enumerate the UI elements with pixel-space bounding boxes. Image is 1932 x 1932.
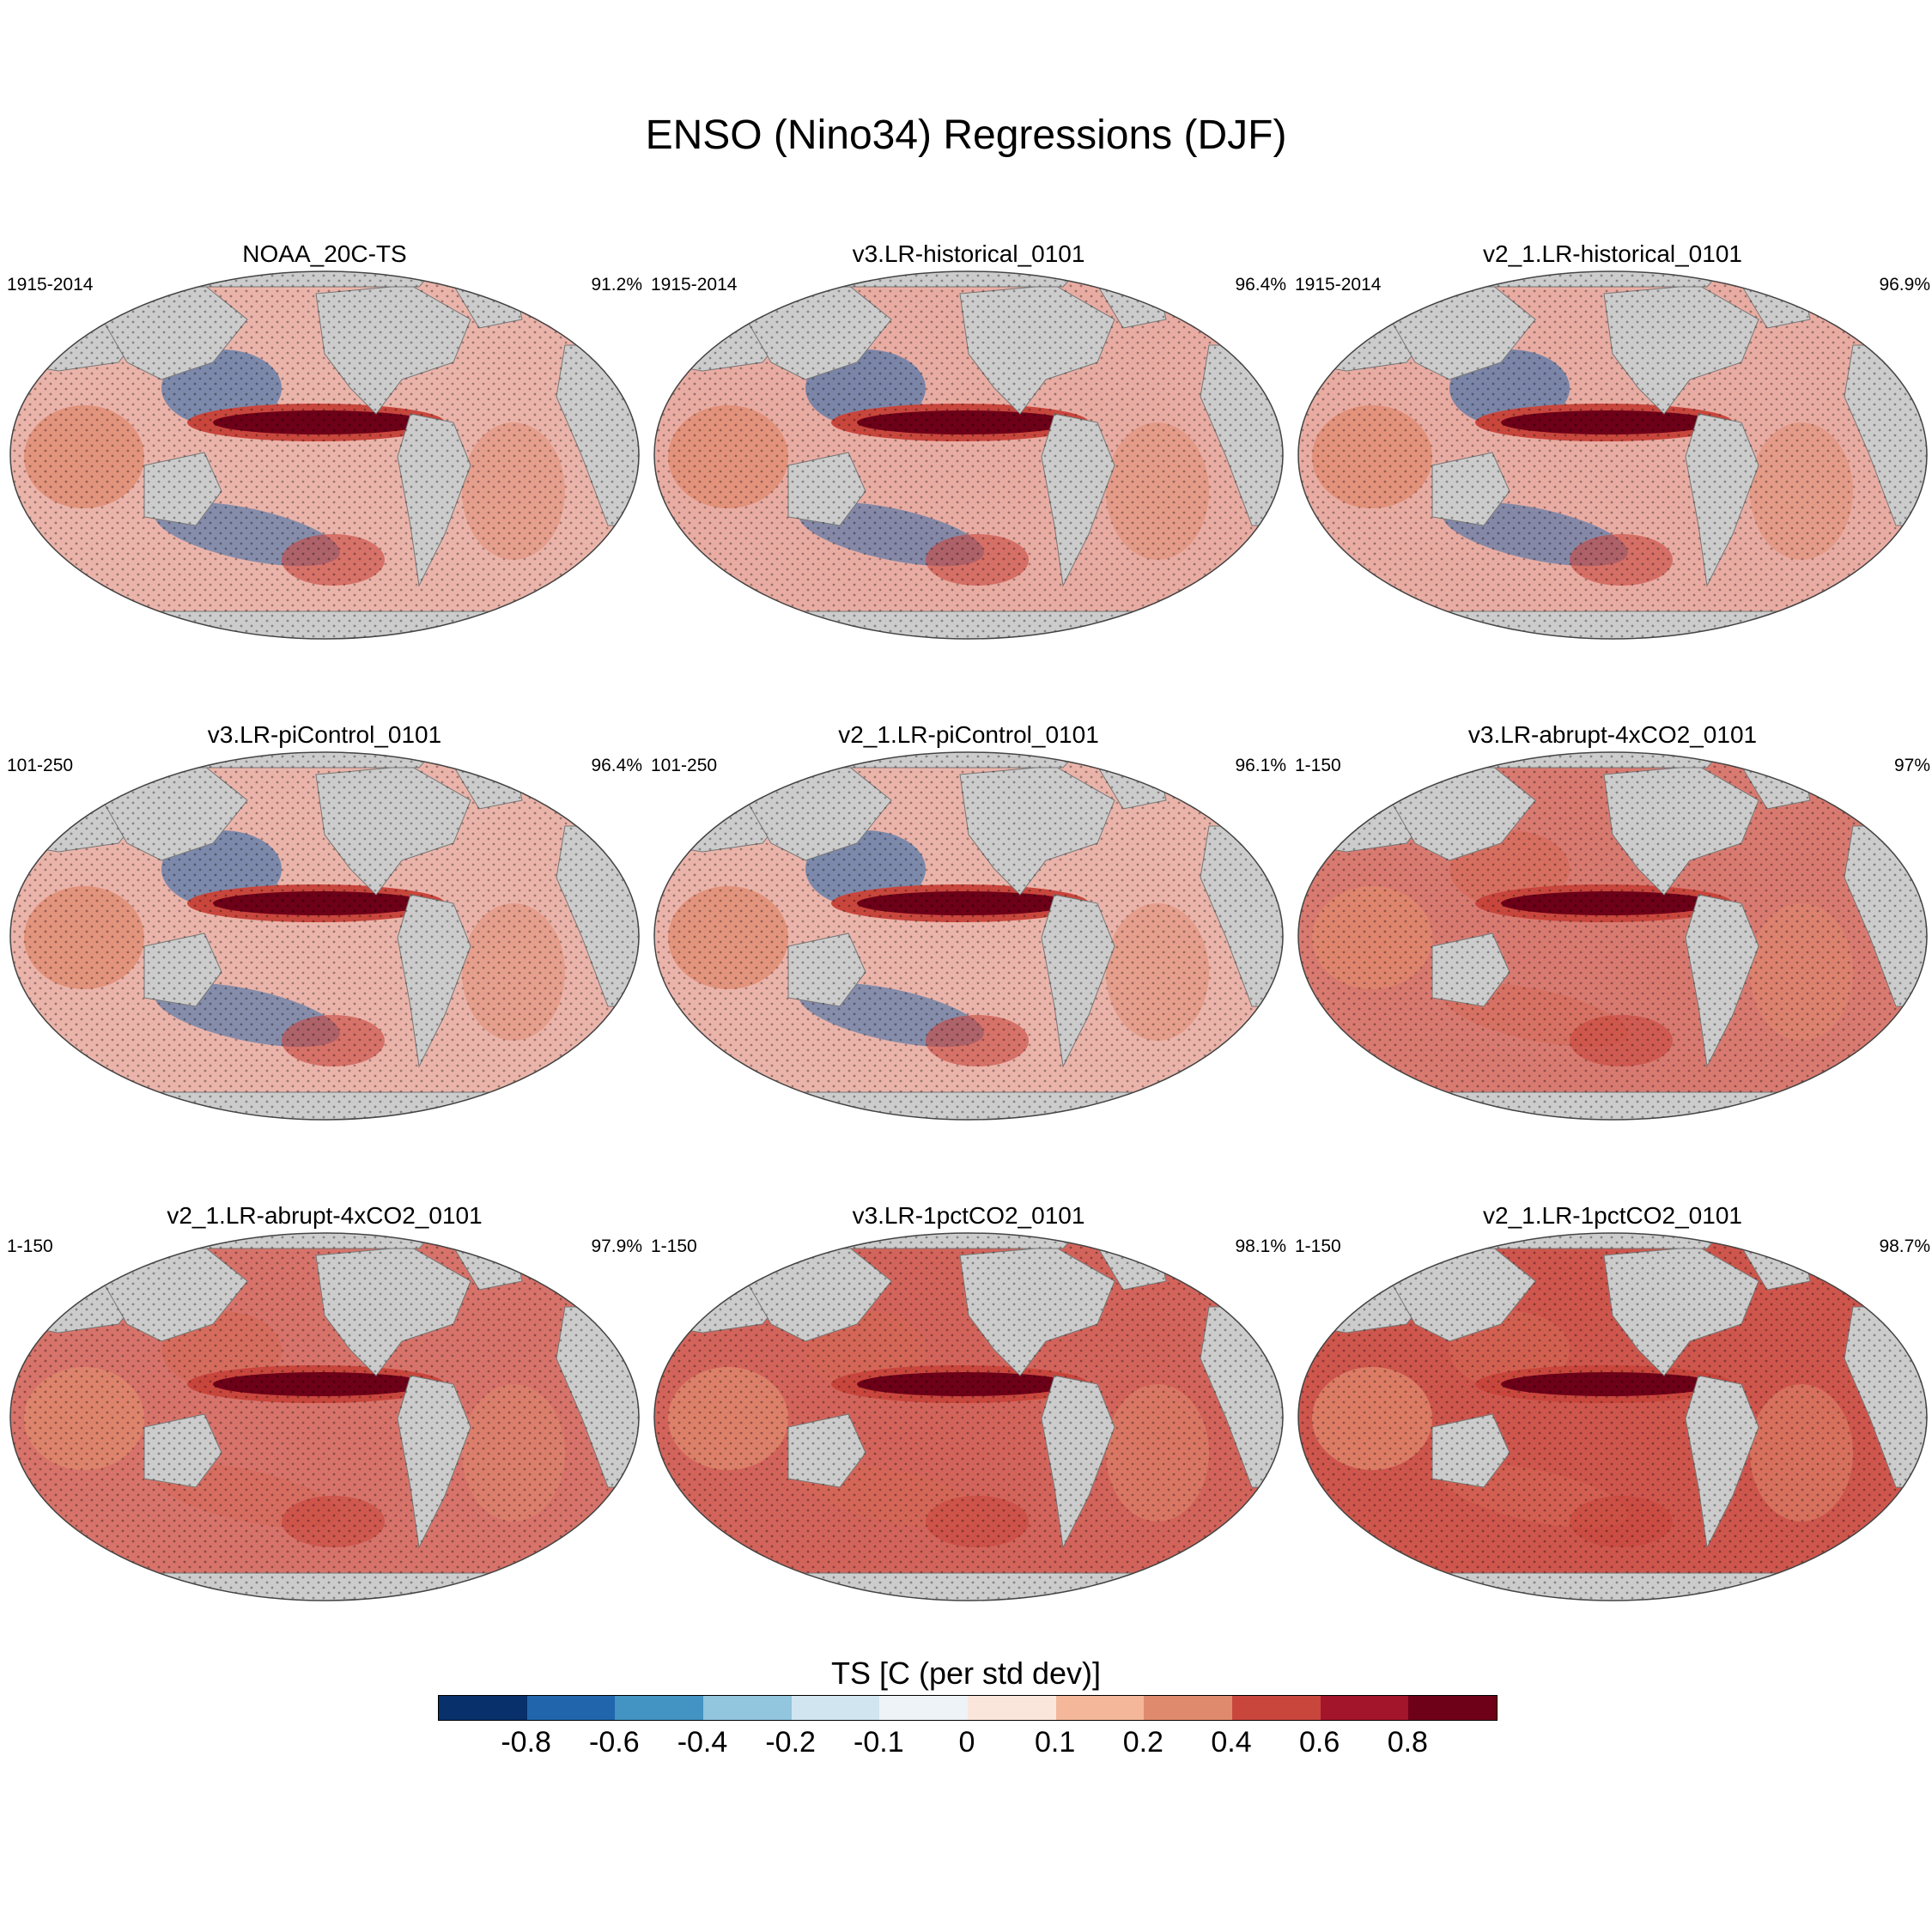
panel-title: v3.LR-piControl_0101 — [207, 721, 442, 748]
panel-percentage: 96.4% — [591, 756, 642, 775]
colorbar-box — [615, 1696, 704, 1720]
map-panel: v3.LR-1pctCO2_0101 1-150 98.1% — [651, 1202, 1286, 1606]
panel-period: 1-150 — [651, 1236, 697, 1256]
map-panel: v2_1.LR-piControl_0101 101-250 96.1% — [651, 721, 1286, 1125]
panel-period: 1-150 — [1295, 756, 1341, 775]
world-map — [653, 270, 1284, 640]
world-map — [653, 751, 1284, 1121]
significance-stipple — [654, 1233, 1283, 1601]
world-map — [9, 751, 640, 1121]
panel-percentage: 98.7% — [1879, 1236, 1930, 1256]
panel-percentage: 96.4% — [1235, 275, 1286, 295]
significance-stipple — [1298, 271, 1927, 639]
colorbar-box — [439, 1696, 527, 1720]
map-outline — [653, 1232, 1284, 1601]
significance-stipple — [10, 271, 639, 639]
colorbar-box — [526, 1696, 616, 1720]
map-outline — [1297, 1232, 1928, 1601]
panel-title: v3.LR-1pctCO2_0101 — [852, 1202, 1085, 1229]
panel-percentage: 96.1% — [1235, 756, 1286, 775]
panel-period: 101-250 — [651, 756, 718, 775]
panel-period: 1-150 — [1295, 1236, 1341, 1256]
colorbar-box — [1232, 1696, 1321, 1720]
panel-period: 1-150 — [7, 1236, 53, 1256]
map-outline — [1297, 751, 1928, 1121]
colorbar-box — [879, 1696, 969, 1720]
map-panel: v2_1.LR-historical_0101 1915-2014 96.9% — [1295, 240, 1930, 644]
map-outline — [653, 751, 1284, 1121]
colorbar-label: 0 — [958, 1726, 975, 1759]
world-map — [9, 270, 640, 640]
colorbar-label: 0.4 — [1211, 1726, 1252, 1759]
colorbar-box — [1408, 1696, 1498, 1720]
colorbar-label: 0.8 — [1387, 1726, 1428, 1759]
panel-title: v2_1.LR-piControl_0101 — [838, 721, 1099, 748]
significance-stipple — [1298, 752, 1927, 1120]
significance-stipple — [10, 1233, 639, 1601]
significance-stipple — [10, 752, 639, 1120]
colorbar-box — [1144, 1696, 1233, 1720]
colorbar-label: -0.4 — [677, 1726, 728, 1759]
colorbar-label: -0.2 — [765, 1726, 816, 1759]
map-outline — [9, 270, 640, 640]
figure-title: ENSO (Nino34) Regressions (DJF) — [645, 112, 1287, 158]
panel-percentage: 91.2% — [591, 275, 642, 295]
world-map — [9, 1232, 640, 1601]
colorbar-title: TS [C (per std dev)] — [830, 1656, 1102, 1691]
map-panel: v3.LR-piControl_0101 101-250 96.4% — [7, 721, 642, 1125]
panel-title: NOAA_20C-TS — [242, 240, 407, 267]
panel-period: 101-250 — [7, 756, 74, 775]
world-map — [1297, 751, 1928, 1121]
colorbar-box — [791, 1696, 880, 1720]
panel-title: v2_1.LR-historical_0101 — [1483, 240, 1742, 267]
world-map — [653, 1232, 1284, 1601]
map-panel: v2_1.LR-abrupt-4xCO2_0101 1-150 97.9% — [7, 1202, 642, 1606]
colorbar-label: -0.8 — [501, 1726, 551, 1759]
panel-percentage: 97% — [1893, 756, 1930, 775]
colorbar-box — [1055, 1696, 1145, 1720]
colorbar-box — [1320, 1696, 1409, 1720]
colorbar-label: -0.1 — [854, 1726, 904, 1759]
colorbar-box — [703, 1696, 792, 1720]
panel-title: v3.LR-abrupt-4xCO2_0101 — [1467, 721, 1758, 748]
panel-percentage: 96.9% — [1879, 275, 1930, 295]
map-panel: NOAA_20C-TS 1915-2014 91.2% — [7, 240, 642, 644]
panel-percentage: 98.1% — [1235, 1236, 1286, 1256]
panel-period: 1915-2014 — [651, 275, 738, 295]
significance-stipple — [1298, 1233, 1927, 1601]
colorbar — [438, 1695, 1498, 1721]
significance-stipple — [654, 752, 1283, 1120]
map-outline — [9, 751, 640, 1121]
panel-title: v2_1.LR-abrupt-4xCO2_0101 — [167, 1202, 483, 1229]
map-panel: v3.LR-historical_0101 1915-2014 96.4% — [651, 240, 1286, 644]
panel-period: 1915-2014 — [7, 275, 94, 295]
map-panel: v3.LR-abrupt-4xCO2_0101 1-150 97% — [1295, 721, 1930, 1125]
panel-percentage: 97.9% — [591, 1236, 642, 1256]
colorbar-label: 0.6 — [1299, 1726, 1340, 1759]
significance-stipple — [654, 271, 1283, 639]
map-outline — [9, 1232, 640, 1601]
panel-title: v2_1.LR-1pctCO2_0101 — [1483, 1202, 1742, 1229]
panel-period: 1915-2014 — [1295, 275, 1382, 295]
world-map — [1297, 270, 1928, 640]
map-panel: v2_1.LR-1pctCO2_0101 1-150 98.7% — [1295, 1202, 1930, 1606]
map-outline — [653, 270, 1284, 640]
colorbar-box — [968, 1696, 1056, 1720]
colorbar-label: 0.2 — [1122, 1726, 1163, 1759]
map-outline — [1297, 270, 1928, 640]
colorbar-label: -0.6 — [589, 1726, 640, 1759]
panel-title: v3.LR-historical_0101 — [852, 240, 1085, 267]
world-map — [1297, 1232, 1928, 1601]
colorbar-label: 0.1 — [1035, 1726, 1076, 1759]
